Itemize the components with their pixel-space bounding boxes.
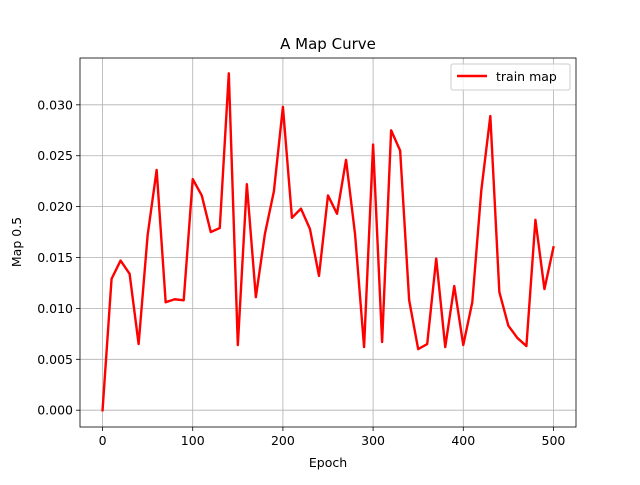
chart-title: A Map Curve: [280, 35, 376, 53]
y-axis-label: Map 0.5: [9, 217, 24, 267]
y-tick-label: 0.025: [37, 148, 73, 163]
y-axis-ticks: 0.000 0.005 0.010 0.015 0.020 0.025 0.030: [37, 97, 80, 418]
x-tick-label: 500: [542, 433, 566, 448]
y-tick-label: 0.010: [37, 301, 73, 316]
y-tick-label: 0.020: [37, 199, 73, 214]
series-line-train-map: [101, 72, 555, 412]
legend: train map: [450, 63, 571, 91]
legend-box: [450, 63, 571, 91]
x-tick-label: 100: [181, 433, 205, 448]
y-tick-label: 0.000: [37, 403, 73, 418]
x-tick-label: 0: [99, 433, 107, 448]
y-tick-label: 0.030: [37, 97, 73, 112]
x-axis-label: Epoch: [309, 455, 347, 470]
x-axis-ticks: 0 100 200 300 400 500: [99, 427, 566, 448]
y-tick-label: 0.015: [37, 250, 73, 265]
x-tick-label: 200: [271, 433, 295, 448]
y-tick-label: 0.005: [37, 352, 73, 367]
x-tick-label: 400: [451, 433, 475, 448]
plot-frame: [79, 57, 577, 428]
x-tick-label: 300: [361, 433, 385, 448]
legend-label: train map: [496, 69, 557, 84]
plot-lines: [101, 72, 555, 412]
